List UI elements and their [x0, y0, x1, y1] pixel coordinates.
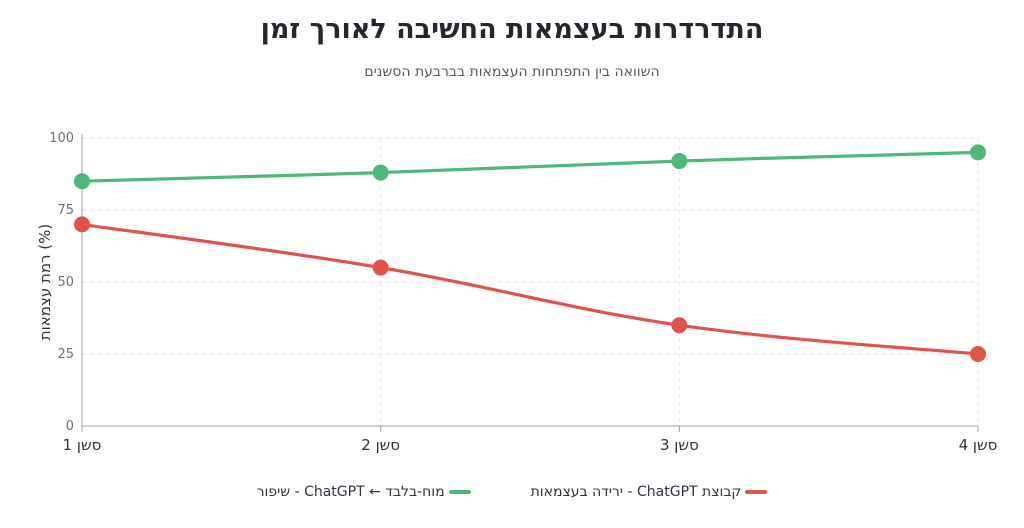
- chart-subtitle: השוואה בין התפתחות העצמאות בברבעת הסשנים: [364, 64, 660, 80]
- series-line-1: [80, 222, 980, 356]
- y-tick-label: 25: [57, 347, 74, 362]
- x-tick-label: סשן 3: [660, 436, 699, 454]
- y-tick-label: 100: [49, 131, 74, 146]
- x-tick-label: סשן 1: [63, 436, 102, 454]
- legend-item-green[interactable]: מוח-בלבד ← ChatGPT - שיפור: [257, 484, 471, 500]
- grid: [82, 137, 979, 426]
- series-line-0: [80, 150, 980, 183]
- data-point: [372, 164, 389, 181]
- legend: מוח-בלבד ← ChatGPT - שיפור קבוצת ChatGPT…: [0, 484, 1024, 500]
- data-point: [970, 144, 986, 161]
- y-tick-label: 75: [57, 203, 74, 218]
- legend-item-red[interactable]: קבוצת ChatGPT - ירידה בעצמאות: [531, 484, 768, 500]
- data-point: [74, 216, 90, 233]
- legend-swatch: [745, 490, 768, 494]
- y-axis-title: רמת עצמאות (%): [36, 224, 54, 340]
- y-tick-label: 50: [57, 275, 74, 290]
- y-tick-label: 0: [66, 419, 74, 434]
- chart-title: התדרדרות בעצמאות החשיבה לאורך זמן: [260, 14, 764, 45]
- series: [74, 144, 986, 362]
- x-tick-label: סשן 4: [959, 436, 998, 454]
- legend-label: מוח-בלבד ← ChatGPT - שיפור: [256, 484, 445, 500]
- data-point: [671, 317, 688, 334]
- data-point: [372, 259, 389, 276]
- legend-swatch: [448, 490, 471, 494]
- x-tick-label: סשן 2: [361, 436, 400, 454]
- legend-label: קבוצת ChatGPT - ירידה בעצמאות: [530, 484, 742, 500]
- axes: 0 25 50 75 100 סשן 1 סשן 2 סשן 3 סשן 4 רמת עצמאות…: [36, 131, 997, 454]
- data-point: [671, 153, 688, 170]
- data-point: [970, 346, 986, 362]
- data-point: [74, 173, 90, 190]
